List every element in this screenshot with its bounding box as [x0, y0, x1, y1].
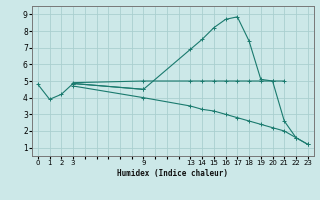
- X-axis label: Humidex (Indice chaleur): Humidex (Indice chaleur): [117, 169, 228, 178]
